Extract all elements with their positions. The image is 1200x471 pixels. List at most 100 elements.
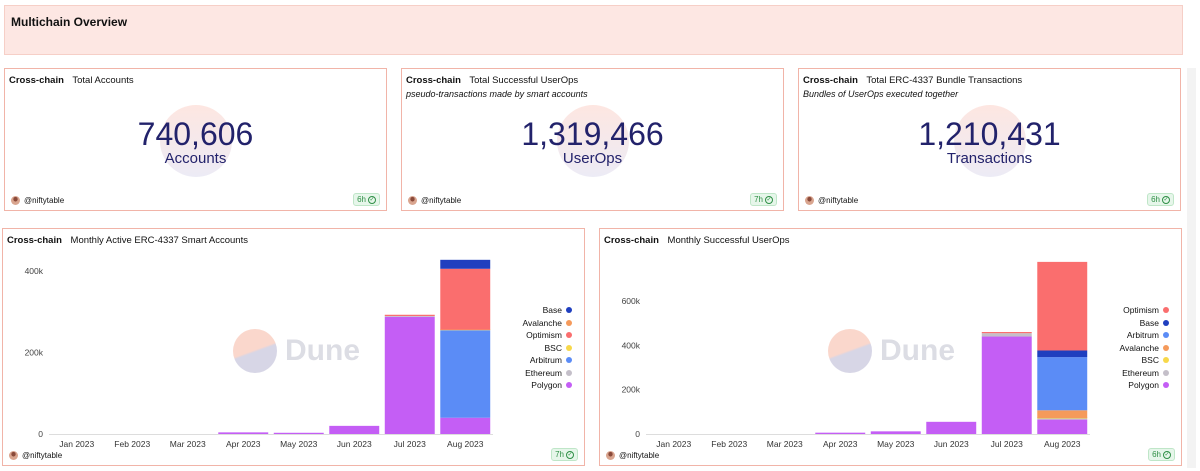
x-tick-label: May 2023: [280, 439, 318, 449]
card-title: Monthly Successful UserOps: [667, 235, 790, 246]
legend-label: Avalanche: [522, 317, 562, 328]
bar-segment-optimism: [384, 314, 435, 316]
page-scrollbar[interactable]: [1187, 68, 1196, 468]
bar-segment-polygon: [218, 432, 269, 434]
legend-item-ethereum[interactable]: Ethereum: [522, 367, 572, 380]
freshness-badge[interactable]: 6h ✓: [1148, 448, 1175, 461]
legend-label: Avalanche: [1119, 342, 1159, 353]
legend-label: Ethereum: [525, 367, 562, 378]
card-subtitle: Bundles of UserOps executed together: [803, 89, 959, 99]
author-name: @niftytable: [24, 196, 65, 205]
x-tick-label: Jun 2023: [934, 439, 969, 449]
author-link[interactable]: @niftytable: [805, 196, 858, 205]
x-tick-label: Aug 2023: [1044, 439, 1081, 449]
freshness-badge[interactable]: 7h ✓: [551, 448, 578, 461]
legend-item-bsc[interactable]: BSC: [1119, 354, 1169, 367]
counter-value: 1,319,466: [521, 116, 664, 152]
counter-card-total-accounts[interactable]: Cross-chain Total Accounts 740,606 Accou…: [4, 68, 387, 211]
card-heading: Cross-chain Total Successful UserOps: [406, 75, 578, 86]
x-tick-label: Jan 2023: [59, 439, 94, 449]
legend-swatch: [566, 369, 572, 376]
counter-value: 740,606: [137, 116, 254, 152]
legend-swatch: [566, 344, 572, 351]
legend-swatch: [1163, 369, 1169, 376]
bar-segment-polygon: [870, 431, 921, 434]
age-label: 6h: [1151, 195, 1160, 204]
bar-segment-polygon: [1037, 419, 1088, 434]
check-circle-icon: ✓: [566, 450, 574, 459]
chain-label: Cross-chain: [803, 75, 858, 86]
chain-label: Cross-chain: [9, 75, 64, 86]
legend-item-bsc[interactable]: BSC: [522, 342, 572, 355]
card-subtitle: pseudo-transactions made by smart accoun…: [406, 89, 588, 99]
x-tick-label: Jul 2023: [991, 439, 1023, 449]
legend-label: Arbitrum: [1126, 330, 1159, 341]
author-link[interactable]: @niftytable: [408, 196, 461, 205]
freshness-badge[interactable]: 7h ✓: [750, 193, 777, 206]
author-name: @niftytable: [818, 196, 859, 205]
counter-background-circle: [953, 105, 1026, 177]
bar-segment-polygon: [981, 336, 1032, 434]
counter-value: 1,210,431: [918, 116, 1061, 152]
counter-card-bundle-transactions[interactable]: Cross-chain Total ERC-4337 Bundle Transa…: [798, 68, 1181, 211]
legend-item-optimism[interactable]: Optimism: [522, 329, 572, 342]
legend-swatch: [1163, 307, 1169, 314]
legend-item-base[interactable]: Base: [522, 304, 572, 317]
legend-label: BSC: [544, 342, 562, 353]
card-heading: Cross-chain Total Accounts: [9, 75, 134, 86]
card-heading: Cross-chain Monthly Successful UserOps: [604, 235, 790, 246]
legend-label: Polygon: [1128, 380, 1159, 391]
bar-segment-avalanche: [1037, 410, 1088, 419]
legend-swatch: [566, 332, 572, 339]
legend-item-avalanche[interactable]: Avalanche: [522, 317, 572, 330]
x-tick-label: Jan 2023: [656, 439, 691, 449]
x-tick-label: Apr 2023: [823, 439, 858, 449]
legend-label: Optimism: [1123, 305, 1159, 316]
age-label: 7h: [754, 195, 763, 204]
legend-item-optimism[interactable]: Optimism: [1119, 304, 1169, 317]
freshness-badge[interactable]: 6h ✓: [1147, 193, 1174, 206]
counter-card-total-userops[interactable]: Cross-chain Total Successful UserOps pse…: [401, 68, 784, 211]
page-title: Multichain Overview: [11, 15, 128, 29]
counter: 1,210,431 Transactions: [799, 117, 1180, 167]
avatar: [408, 196, 417, 205]
author-link[interactable]: @niftytable: [11, 196, 64, 205]
x-tick-label: Jun 2023: [337, 439, 372, 449]
freshness-badge[interactable]: 6h ✓: [353, 193, 380, 206]
card-title: Total Successful UserOps: [469, 75, 579, 86]
legend-label: Polygon: [531, 380, 562, 391]
y-tick-label: 400k: [622, 340, 641, 350]
legend-item-arbitrum[interactable]: Arbitrum: [522, 354, 572, 367]
chart-card-monthly-active-accounts[interactable]: Cross-chain Monthly Active ERC-4337 Smar…: [2, 228, 585, 466]
legend-label: Arbitrum: [529, 355, 562, 366]
legend-item-polygon[interactable]: Polygon: [1119, 379, 1169, 392]
check-circle-icon: ✓: [1163, 450, 1171, 459]
legend-item-arbitrum[interactable]: Arbitrum: [1119, 329, 1169, 342]
page-header: Multichain Overview: [4, 5, 1183, 55]
stacked-bar-chart: 0 200k 400k Jan 2023 Feb 2023 Mar 2023 Apr 202…: [25, 259, 493, 449]
legend-item-base[interactable]: Base: [1119, 317, 1169, 330]
legend-item-polygon[interactable]: Polygon: [522, 379, 572, 392]
bar-segment-polygon: [440, 417, 491, 434]
author-link[interactable]: @niftytable: [606, 451, 659, 460]
chain-label: Cross-chain: [406, 75, 461, 86]
watermark-text: Dune: [880, 334, 955, 367]
legend-swatch: [566, 307, 572, 314]
avatar: [606, 451, 615, 460]
bar-segment-ethereum: [384, 315, 435, 317]
x-tick-label: Feb 2023: [711, 439, 747, 449]
legend-item-ethereum[interactable]: Ethereum: [1119, 367, 1169, 380]
watermark-text: Dune: [285, 334, 360, 367]
author-link[interactable]: @niftytable: [9, 451, 62, 460]
legend-swatch: [566, 319, 572, 326]
legend-item-avalanche[interactable]: Avalanche: [1119, 342, 1169, 355]
stacked-bar-chart: 0 200k 400k 600k Jan 2023 Feb 2023 Mar 2023 Apr…: [622, 261, 1090, 449]
card-title: Total Accounts: [72, 75, 134, 86]
avatar: [805, 196, 814, 205]
legend-swatch: [1163, 357, 1169, 364]
chart-card-monthly-userops[interactable]: Cross-chain Monthly Successful UserOps D…: [599, 228, 1182, 466]
dune-logo-icon: [233, 329, 277, 373]
card-title: Monthly Active ERC-4337 Smart Accounts: [70, 235, 248, 246]
y-tick-label: 600k: [622, 296, 641, 306]
y-tick-label: 0: [635, 429, 640, 439]
